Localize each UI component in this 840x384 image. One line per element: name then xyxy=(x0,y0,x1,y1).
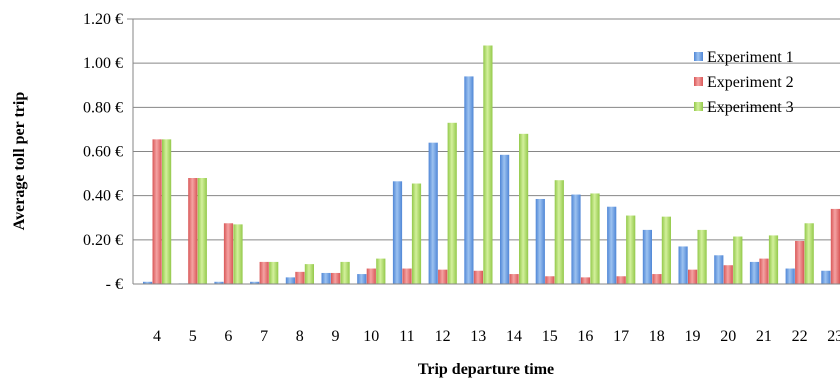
bar-experiment-1-13 xyxy=(464,76,474,285)
bar-experiment-1-19 xyxy=(678,246,688,284)
x-tick-label: 22 xyxy=(792,328,808,345)
x-tick-label: 7 xyxy=(260,328,268,345)
bar-experiment-2-14 xyxy=(509,274,519,284)
bar-experiment-3-8 xyxy=(304,264,314,284)
bar-experiment-3-22 xyxy=(804,223,814,284)
bar-experiment-3-10 xyxy=(376,258,386,284)
x-axis-title: Trip departure time xyxy=(418,361,554,378)
bar-experiment-1-15 xyxy=(535,198,545,284)
y-tick-label: 0.40 € xyxy=(83,188,123,205)
y-tick-label: 1.20 € xyxy=(83,11,123,28)
legend-label: Experiment 1 xyxy=(707,49,794,66)
bar-experiment-3-18 xyxy=(661,216,671,284)
bar-experiment-2-7 xyxy=(259,261,269,284)
bar-experiment-2-4 xyxy=(152,139,162,284)
x-tick-label: 23 xyxy=(827,328,840,345)
x-tick-label: 11 xyxy=(399,328,414,345)
bar-experiment-2-18 xyxy=(652,274,662,284)
bar-experiment-1-11 xyxy=(392,181,403,284)
x-tick-label: 4 xyxy=(153,328,161,345)
bar-experiment-2-23 xyxy=(830,208,840,284)
bar-experiment-2-5 xyxy=(188,178,198,284)
bar-experiment-2-13 xyxy=(473,270,483,284)
bar-experiment-3-4 xyxy=(162,139,172,284)
x-tick-label: 14 xyxy=(506,328,522,345)
bar-experiment-2-22 xyxy=(795,240,805,284)
y-tick-label: 0.80 € xyxy=(83,99,123,116)
x-tick-label: 13 xyxy=(470,328,486,345)
bar-experiment-3-9 xyxy=(340,261,350,284)
bar-experiment-1-6 xyxy=(214,281,224,284)
x-tick-label: 6 xyxy=(224,328,232,345)
bars xyxy=(143,45,840,285)
bar-experiment-1-12 xyxy=(428,142,438,284)
bar-experiment-1-22 xyxy=(785,268,795,284)
bar-experiment-3-14 xyxy=(519,133,529,284)
x-tick-label: 18 xyxy=(649,328,665,345)
x-tick-label: 19 xyxy=(685,328,701,345)
x-tick-label: 12 xyxy=(435,328,451,345)
bar-experiment-1-20 xyxy=(714,255,724,284)
bar-experiment-3-5 xyxy=(197,178,207,284)
x-tick-label: 15 xyxy=(542,328,558,345)
bar-experiment-3-17 xyxy=(626,215,636,284)
bar-experiment-1-7 xyxy=(250,281,260,284)
x-tick-label: 20 xyxy=(720,328,736,345)
bar-experiment-1-21 xyxy=(749,261,760,284)
x-tick-label: 16 xyxy=(577,328,593,345)
bar-experiment-1-17 xyxy=(607,206,617,284)
y-tick-label: 0.60 € xyxy=(83,144,123,161)
bar-experiment-2-19 xyxy=(688,269,698,284)
bar-experiment-3-19 xyxy=(697,229,707,284)
bar-experiment-3-12 xyxy=(447,122,457,285)
bar-experiment-3-20 xyxy=(733,236,743,284)
x-tick-label: 17 xyxy=(613,328,629,345)
x-tick-label: 21 xyxy=(756,328,772,345)
y-tick-label: 0.20 € xyxy=(83,232,123,249)
bar-experiment-3-15 xyxy=(554,180,564,284)
bar-experiment-2-21 xyxy=(759,258,769,284)
bar-experiment-2-12 xyxy=(438,269,448,284)
bar-experiment-2-9 xyxy=(331,272,341,284)
legend-swatch xyxy=(694,102,703,111)
bar-experiment-1-8 xyxy=(285,277,295,284)
legend-label: Experiment 3 xyxy=(707,99,794,116)
y-tick-labels: - € 0.20 € 0.40 € 0.60 € 0.80 € 1.00 € 1.20 € xyxy=(83,11,123,293)
legend-label: Experiment 2 xyxy=(707,74,794,91)
bar-experiment-2-6 xyxy=(223,223,234,284)
axes xyxy=(127,18,840,285)
bar-experiment-3-21 xyxy=(768,235,779,284)
bar-experiment-1-14 xyxy=(500,154,510,284)
y-axis-title: Average toll per trip xyxy=(11,92,28,231)
bar-experiment-1-10 xyxy=(357,274,367,284)
y-tick-label: 1.00 € xyxy=(83,55,123,72)
x-tick-labels: 4 5 6 7 8 9 10 11 12 13 14 15 16 17 18 19 20 21 22 23 xyxy=(153,328,840,345)
y-tick-label: - € xyxy=(106,276,123,293)
bar-experiment-2-11 xyxy=(402,268,412,284)
bar-experiment-3-13 xyxy=(483,45,493,284)
bar-experiment-3-6 xyxy=(233,224,243,284)
bar-experiment-2-20 xyxy=(723,265,733,284)
bar-experiment-1-16 xyxy=(571,194,581,284)
legend-swatch xyxy=(694,77,703,86)
legend: Experiment 1 Experiment 2 Experiment 3 xyxy=(694,49,794,116)
bar-experiment-2-15 xyxy=(545,276,555,284)
bar-experiment-3-7 xyxy=(269,261,279,284)
bar-experiment-1-9 xyxy=(321,272,331,284)
x-tick-label: 9 xyxy=(332,328,340,345)
bar-experiment-3-11 xyxy=(411,183,422,284)
x-tick-label: 8 xyxy=(296,328,304,345)
x-tick-label: 5 xyxy=(189,328,197,345)
x-tick-label: 10 xyxy=(363,328,379,345)
bar-experiment-1-4 xyxy=(143,281,153,284)
bar-experiment-1-18 xyxy=(642,229,652,284)
legend-swatch xyxy=(694,52,703,61)
bar-experiment-1-23 xyxy=(821,270,831,284)
bar-experiment-2-8 xyxy=(295,271,305,284)
bar-experiment-2-10 xyxy=(366,268,376,284)
bar-experiment-3-16 xyxy=(590,193,600,284)
bar-experiment-2-16 xyxy=(580,277,591,284)
bar-experiment-2-17 xyxy=(616,276,626,284)
